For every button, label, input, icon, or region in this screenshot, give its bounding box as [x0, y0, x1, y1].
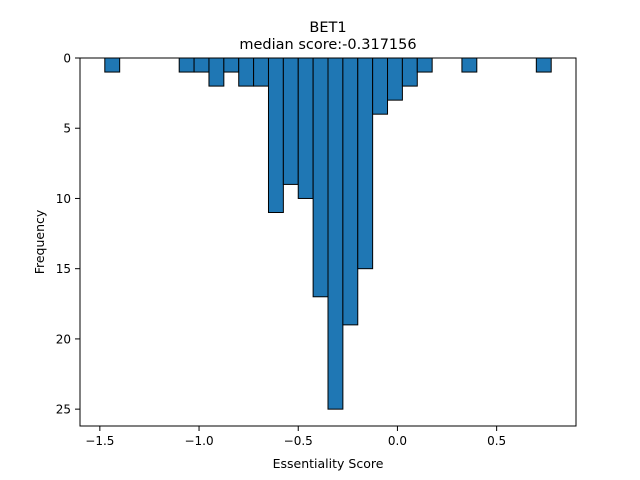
x-tick-label: −1.0 — [184, 434, 213, 448]
y-tick-label: 5 — [63, 122, 71, 136]
histogram-bar-9 — [238, 57, 255, 87]
x-tick-label: 0.0 — [388, 434, 407, 448]
histogram-bar-7 — [208, 57, 225, 87]
y-axis-ticks: 0 5 10 15 20 25 — [56, 52, 80, 417]
x-tick-label: −1.5 — [85, 434, 114, 448]
histogram-bar-0 — [104, 57, 121, 73]
histogram-bars — [104, 57, 552, 410]
y-axis-label: Frequency — [32, 209, 47, 274]
y-tick-label: 20 — [56, 332, 71, 346]
y-tick-label: 25 — [56, 403, 71, 417]
histogram-bar-5 — [178, 57, 195, 73]
histogram-bar-12 — [282, 57, 299, 185]
histogram-bar-6 — [193, 57, 210, 73]
histogram-bar-18 — [372, 57, 389, 115]
histogram-bar-20 — [401, 57, 418, 87]
chart-title: BET1 — [309, 20, 346, 36]
histogram-bar-19 — [387, 57, 403, 101]
histogram-bar-17 — [357, 57, 374, 270]
y-tick-label: 15 — [56, 262, 71, 276]
y-tick-label: 10 — [56, 192, 71, 206]
histogram-bar-13 — [297, 57, 314, 199]
x-axis-ticks: −1.5 −1.0 −0.5 0.0 0.5 — [85, 426, 506, 448]
histogram-bar-11 — [267, 57, 284, 214]
y-tick-label: 0 — [63, 52, 71, 66]
x-tick-label: −0.5 — [284, 434, 313, 448]
histogram-bar-16 — [342, 57, 359, 326]
histogram-bar-14 — [312, 57, 329, 298]
histogram-bar-10 — [253, 57, 269, 87]
histogram-bar-15 — [327, 57, 344, 410]
x-axis-label: Essentiality Score — [273, 456, 384, 471]
x-tick-label: 0.5 — [487, 434, 506, 448]
histogram-bar-8 — [223, 57, 240, 73]
histogram-bar-29 — [535, 57, 552, 73]
histogram-bar-24 — [461, 57, 478, 73]
chart-subtitle: median score:-0.317156 — [239, 37, 416, 53]
plot-frame — [79, 57, 577, 427]
histogram-bar-21 — [416, 57, 433, 73]
